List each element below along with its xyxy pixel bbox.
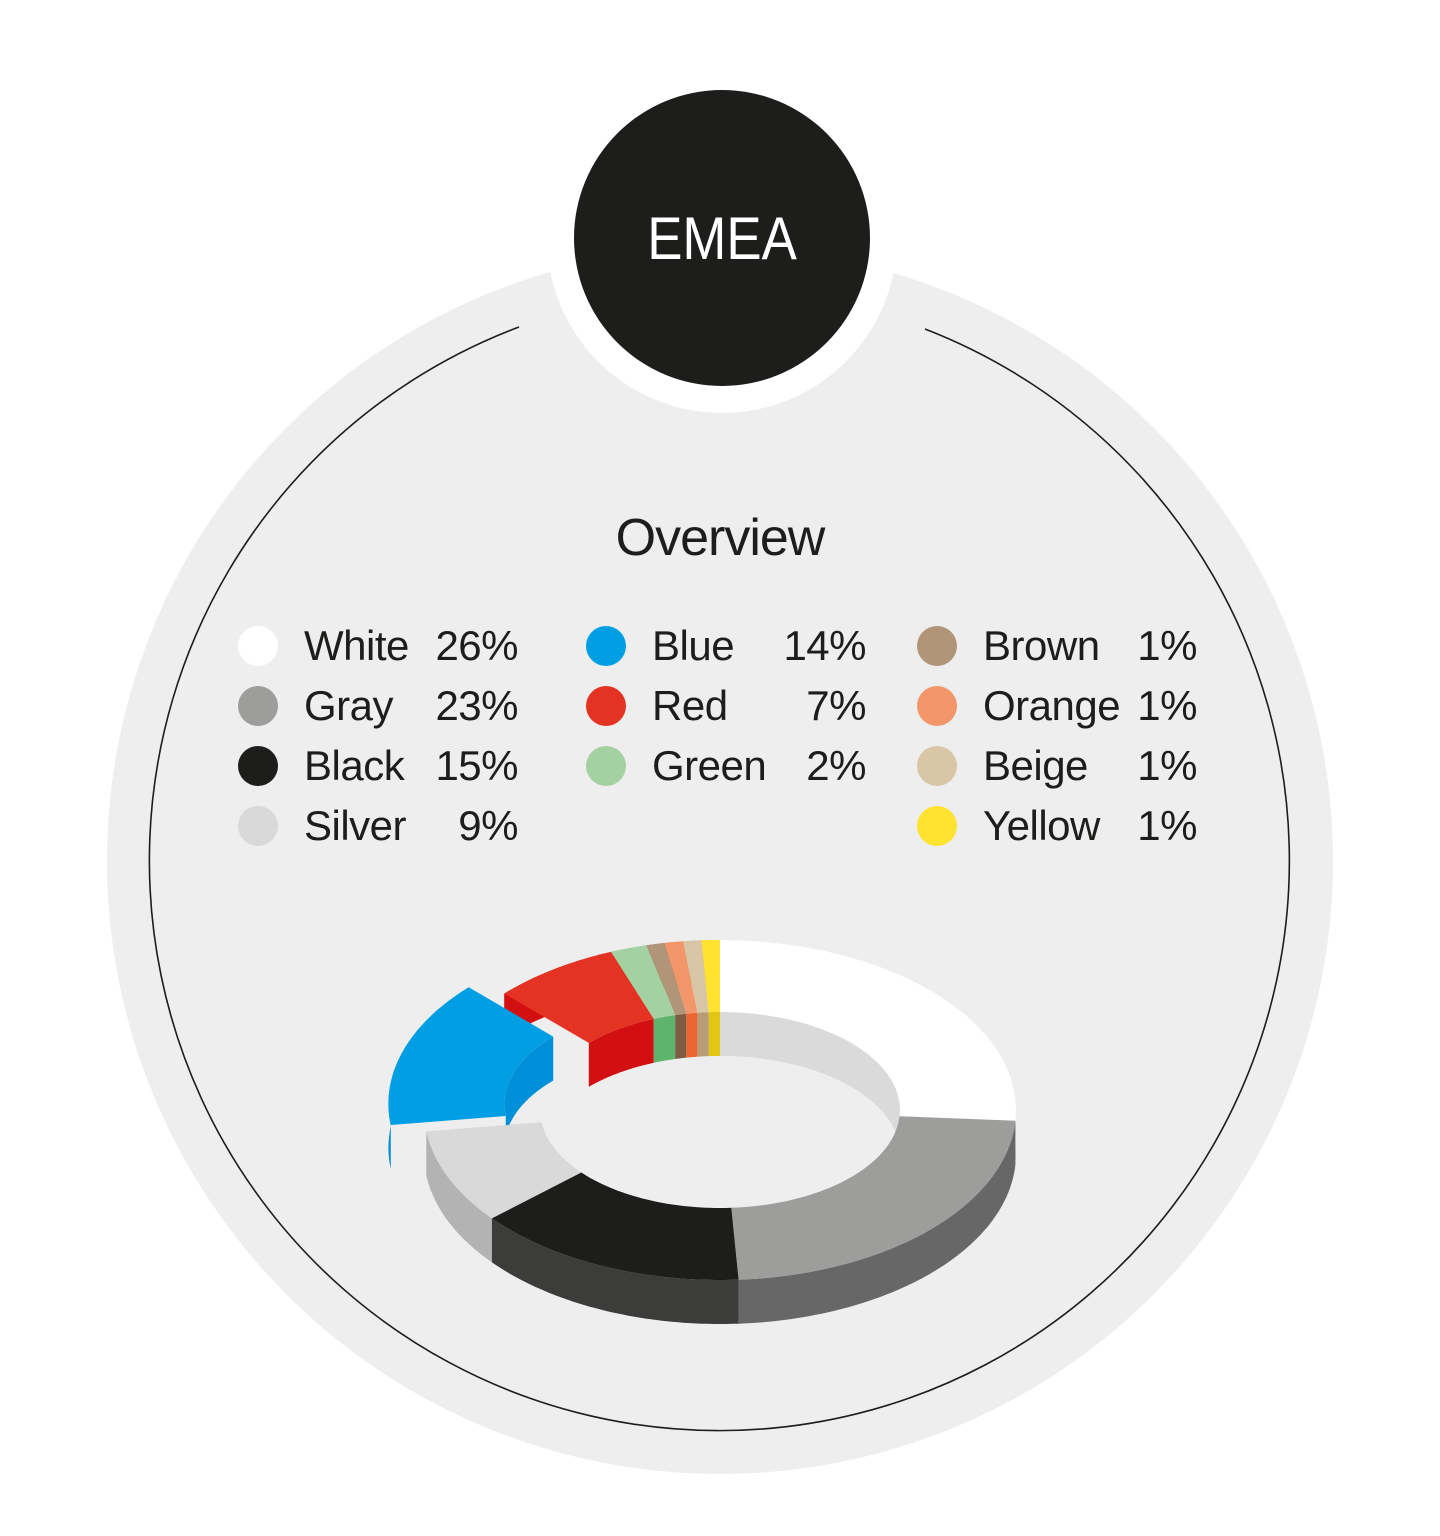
swatch-icon: [586, 626, 626, 666]
chart-title: Overview: [615, 509, 826, 567]
slice-yellow: [701, 940, 720, 1013]
swatch-icon: [238, 806, 278, 846]
legend-label: Silver: [304, 802, 407, 849]
outer-wall-black: [491, 1218, 739, 1324]
swatch-icon: [917, 686, 957, 726]
legend-item-gray: Gray 23%: [238, 676, 518, 736]
slice-red: [504, 951, 654, 1043]
legend-label: Black: [304, 742, 405, 789]
swatch-icon: [917, 806, 957, 846]
legend-label: White: [304, 622, 409, 669]
legend-label: Green: [652, 742, 767, 789]
legend-label: Orange: [983, 682, 1121, 729]
inner-wall-red: [588, 1018, 654, 1087]
inner-wall-brown: [675, 1013, 687, 1060]
legend-value: 2%: [806, 742, 866, 789]
region-label: EMEA: [647, 204, 797, 272]
outer-wall-silver: [426, 1131, 492, 1263]
legend-value: 23%: [435, 682, 518, 729]
slice-silver: [426, 1122, 582, 1219]
inner-wall-white: [720, 1012, 900, 1161]
legend-value: 1%: [1137, 742, 1197, 789]
legend-item-red: Red 7%: [586, 676, 866, 736]
legend-value: 14%: [783, 622, 866, 669]
legend-value: 26%: [435, 622, 518, 669]
legend-label: Beige: [983, 742, 1088, 789]
slice-brown: [646, 943, 687, 1016]
swatch-icon: [586, 746, 626, 786]
inner-wall-green: [653, 1015, 676, 1063]
legend-label: Red: [652, 682, 728, 729]
legend-value: 1%: [1137, 622, 1197, 669]
legend-label: Gray: [304, 682, 394, 729]
inner-wall-blue: [504, 1036, 554, 1160]
legend-item-orange: Orange 1%: [917, 676, 1197, 736]
inner-wall-orange: [686, 1012, 698, 1058]
outer-wall-gray: [738, 1120, 1016, 1324]
swatch-icon: [238, 626, 278, 666]
region-badge: EMEA: [574, 90, 870, 386]
slice-green: [611, 945, 676, 1019]
legend-item-black: Black 15%: [238, 736, 518, 796]
legend-value: 15%: [435, 742, 518, 789]
legend-label: Yellow: [983, 802, 1100, 849]
legend-column-2: Blue 14% Red 7% Green 2%: [586, 616, 866, 796]
legend-item-beige: Beige 1%: [917, 736, 1197, 796]
slice-gray: [731, 1116, 1016, 1280]
legend-value: 1%: [1137, 802, 1197, 849]
slice-black: [491, 1172, 739, 1280]
inner-wall-beige: [697, 1012, 709, 1057]
swatch-icon: [238, 686, 278, 726]
inner-wall-yellow: [708, 1012, 720, 1057]
legend-item-green: Green 2%: [586, 736, 866, 796]
slice-beige: [682, 940, 709, 1013]
slice-orange: [664, 941, 698, 1014]
legend-value: 1%: [1137, 682, 1197, 729]
legend-item-silver: Silver 9%: [238, 796, 518, 856]
swatch-icon: [586, 686, 626, 726]
slice-blue: [388, 987, 554, 1125]
legend-value: 7%: [806, 682, 866, 729]
legend-column-3: Brown 1% Orange 1% Beige 1% Yellow 1%: [917, 616, 1197, 856]
legend-label: Blue: [652, 622, 735, 669]
slice-white: [720, 940, 1016, 1121]
legend-item-yellow: Yellow 1%: [917, 796, 1197, 856]
legend-column-1: White 26% Gray 23% Black 15% Silver 9%: [238, 616, 518, 856]
legend-item-white: White 26%: [238, 616, 518, 676]
legend-item-blue: Blue 14%: [586, 616, 866, 676]
legend-item-brown: Brown 1%: [917, 616, 1197, 676]
legend-label: Brown: [983, 622, 1100, 669]
swatch-icon: [917, 626, 957, 666]
legend-value: 9%: [458, 802, 518, 849]
swatch-icon: [917, 746, 957, 786]
swatch-icon: [238, 746, 278, 786]
